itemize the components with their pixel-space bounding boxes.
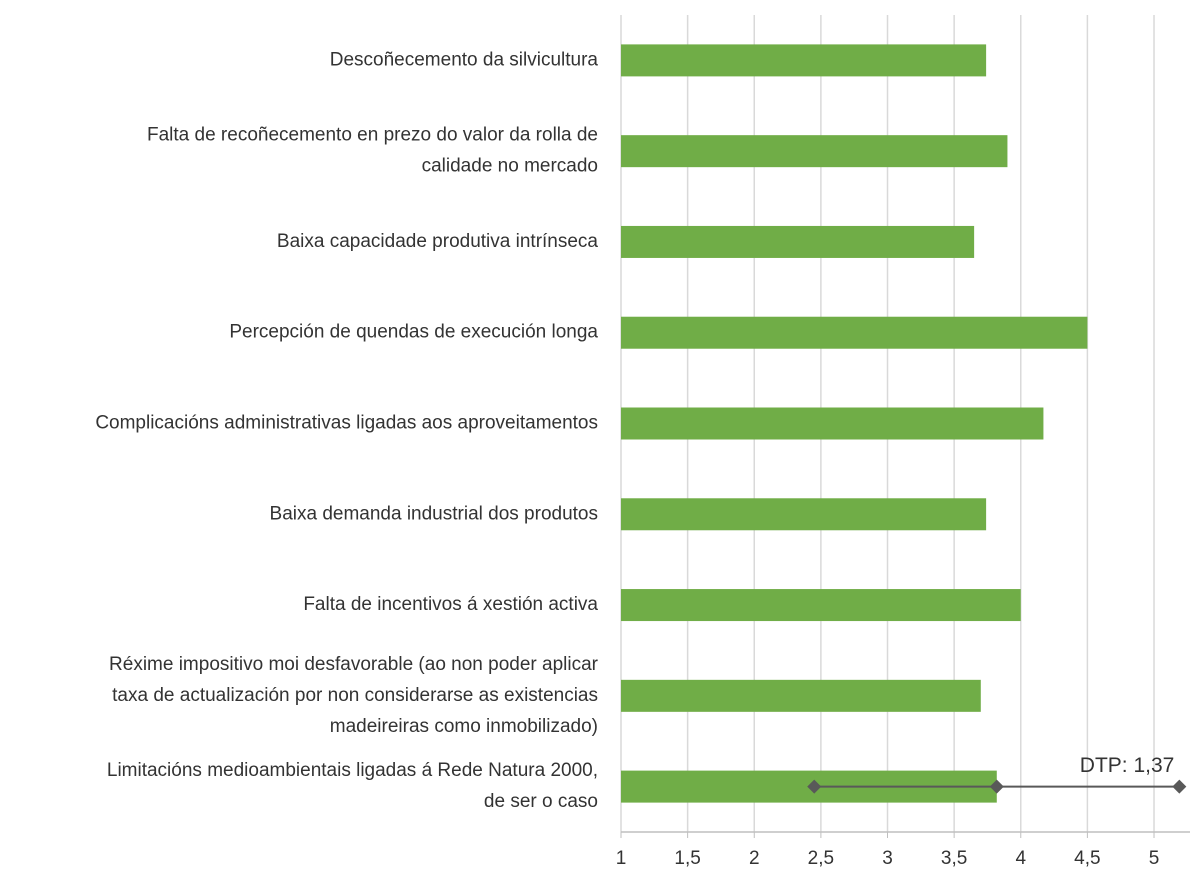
y-tick-label: Limitacións medioambientais ligadas á Re… bbox=[107, 760, 598, 812]
label-line: Réxime impositivo moi desfavorable (ao n… bbox=[109, 654, 599, 675]
x-tick-label: 4,5 bbox=[1074, 848, 1100, 869]
y-tick-label: Falta de incentivos á xestión activa bbox=[303, 594, 598, 615]
error-marker bbox=[1172, 779, 1187, 794]
x-tick-label: 5 bbox=[1149, 848, 1160, 869]
label-line: Complicacións administrativas ligadas ao… bbox=[95, 413, 598, 434]
label-line: taxa de actualización por non considerar… bbox=[112, 685, 598, 706]
error-marker bbox=[807, 779, 822, 794]
x-tick-label: 1 bbox=[616, 848, 627, 869]
label-line: Descoñecemento da silvicultura bbox=[330, 49, 599, 70]
label-line: Falta de recoñecemento en prezo do valor… bbox=[147, 125, 598, 146]
y-tick-label: Falta de recoñecemento en prezo do valor… bbox=[147, 125, 598, 177]
bar bbox=[621, 44, 987, 77]
label-line: Limitacións medioambientais ligadas á Re… bbox=[107, 760, 598, 781]
bar bbox=[621, 498, 987, 531]
bar bbox=[621, 589, 1021, 622]
x-tick-label: 1,5 bbox=[674, 848, 700, 869]
label-line: Baixa demanda industrial dos produtos bbox=[270, 503, 598, 524]
y-tick-label: Percepción de quendas de execución longa bbox=[229, 322, 598, 343]
bar bbox=[621, 407, 1044, 440]
label-line: madeireiras como inmobilizado) bbox=[330, 716, 598, 737]
y-tick-label: Baixa capacidade produtiva intrínseca bbox=[277, 231, 599, 252]
x-tick-label: 3,5 bbox=[941, 848, 967, 869]
bar bbox=[621, 225, 975, 258]
label-line: de ser o caso bbox=[484, 791, 598, 812]
x-tick-label: 2,5 bbox=[808, 848, 834, 869]
label-line: Percepción de quendas de execución longa bbox=[229, 322, 598, 343]
y-tick-label: Descoñecemento da silvicultura bbox=[330, 49, 599, 70]
x-tick-label: 4 bbox=[1015, 848, 1026, 869]
x-tick-label: 2 bbox=[749, 848, 760, 869]
error-marker bbox=[989, 779, 1004, 794]
label-line: Falta de incentivos á xestión activa bbox=[303, 594, 598, 615]
bar bbox=[621, 135, 1008, 168]
bar bbox=[621, 679, 981, 712]
x-tick-label: 3 bbox=[882, 848, 893, 869]
annotation: DTP: 1,37 bbox=[1080, 754, 1175, 777]
bar bbox=[621, 316, 1088, 349]
y-tick-label: Complicacións administrativas ligadas ao… bbox=[95, 413, 598, 434]
y-tick-label: Baixa demanda industrial dos produtos bbox=[270, 503, 598, 524]
label-line: calidade no mercado bbox=[422, 156, 598, 177]
label-line: Baixa capacidade produtiva intrínseca bbox=[277, 231, 599, 252]
y-tick-label: Réxime impositivo moi desfavorable (ao n… bbox=[109, 654, 599, 737]
